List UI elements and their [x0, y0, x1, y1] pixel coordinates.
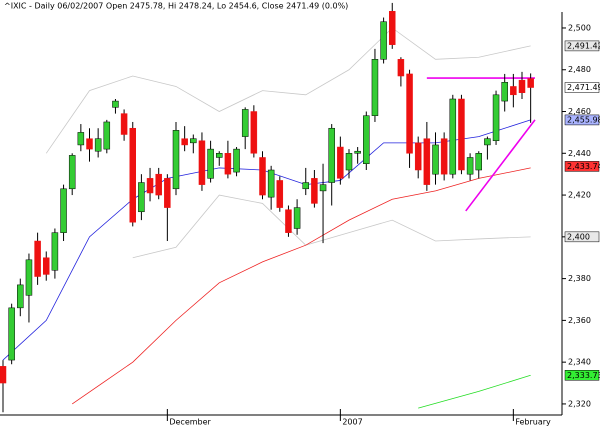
y-tick-label: 2,460 — [568, 107, 591, 116]
candle-body — [34, 240, 41, 277]
candle-body — [337, 146, 344, 179]
overlay-line — [132, 194, 531, 259]
chart-title: ^IXIC - Daily 06/02/2007 Open 2475.78, H… — [4, 2, 348, 11]
candle-body — [466, 157, 474, 175]
candle-body — [345, 153, 353, 171]
candle-body — [51, 232, 59, 271]
candle-body — [94, 138, 102, 152]
price-label-box — [564, 231, 600, 243]
candle-body — [224, 153, 232, 175]
candle-body — [397, 59, 405, 77]
candle-body — [259, 157, 266, 196]
candle-body — [363, 115, 370, 164]
candle-body — [293, 207, 301, 229]
y-tick-label: 2,340 — [568, 358, 591, 367]
y-tick-label: 2,480 — [568, 65, 591, 74]
candle-body — [406, 73, 413, 154]
price-label: 2,471.49 — [567, 83, 600, 92]
candle-body — [432, 144, 439, 175]
candle-body — [120, 113, 128, 135]
candle-body — [172, 130, 180, 190]
candle-body — [86, 138, 93, 150]
candle-body — [328, 127, 335, 183]
candle-body — [241, 109, 249, 137]
candle-body — [371, 59, 379, 116]
candle-body — [423, 138, 431, 185]
candle-body — [449, 98, 457, 175]
y-tick-label: 2,420 — [568, 191, 591, 200]
candle-body — [414, 142, 422, 171]
price-label: 2,455.98 — [567, 115, 600, 124]
price-label: 2,333.73 — [567, 371, 600, 380]
y-tick-label: 2,380 — [568, 274, 591, 283]
candle-body — [17, 284, 24, 309]
candle-body — [458, 98, 465, 171]
candle-body — [319, 184, 327, 192]
candle-body — [207, 148, 214, 179]
candle-body — [103, 121, 111, 150]
candle-body — [354, 150, 361, 154]
candle-body — [518, 79, 526, 93]
candle-body — [146, 178, 154, 194]
x-tick-label: December — [169, 418, 211, 427]
candle-body — [233, 148, 240, 173]
x-tick-label: 2007 — [342, 418, 362, 427]
overlay-line — [71, 167, 531, 405]
candle-body — [190, 138, 197, 144]
candle-body — [484, 138, 491, 146]
candle-body — [68, 155, 76, 190]
candle-body — [302, 182, 309, 190]
candle-body — [285, 209, 292, 233]
candle-body — [276, 180, 284, 208]
overlay-line — [465, 119, 536, 212]
candle-body — [25, 259, 33, 296]
price-label-box — [564, 40, 600, 52]
candle-body — [267, 169, 275, 198]
candle-body — [181, 138, 188, 146]
candle-body — [475, 153, 482, 171]
y-tick-label: 2,500 — [568, 23, 591, 32]
price-label-box — [564, 161, 600, 172]
candle-body — [164, 178, 171, 208]
price-label-box — [564, 82, 600, 93]
candle-body — [527, 78, 534, 88]
overlay-line — [45, 27, 531, 154]
y-tick-label: 2,440 — [568, 149, 591, 158]
candle-body — [250, 111, 258, 154]
candle-body — [112, 100, 119, 108]
x-tick-label: February — [515, 418, 551, 427]
price-label-box — [564, 114, 600, 126]
overlay-line — [418, 374, 531, 409]
price-label-box — [564, 370, 600, 381]
price-label: 2,400 — [567, 232, 590, 241]
candle-body — [129, 127, 136, 223]
candle-body — [77, 132, 85, 146]
candle-body — [43, 257, 50, 275]
candle-body — [389, 11, 396, 45]
y-tick-label: 2,360 — [568, 316, 591, 325]
candle-body — [492, 94, 500, 142]
candle-body — [155, 173, 162, 196]
candle-body — [8, 307, 15, 361]
y-tick-label: 2,320 — [568, 399, 591, 408]
candle-body — [380, 21, 387, 60]
price-label: 2,491.42 — [567, 41, 600, 50]
candle-body — [311, 178, 318, 204]
candle-body — [440, 138, 448, 175]
candle-body — [138, 182, 145, 213]
candle-body — [501, 82, 508, 102]
price-label: 2,433.74 — [567, 162, 600, 171]
candle-body — [60, 188, 67, 233]
candle-body — [216, 153, 223, 158]
candle-body — [198, 140, 206, 185]
candle-body — [510, 86, 517, 96]
candle-body — [0, 366, 7, 384]
